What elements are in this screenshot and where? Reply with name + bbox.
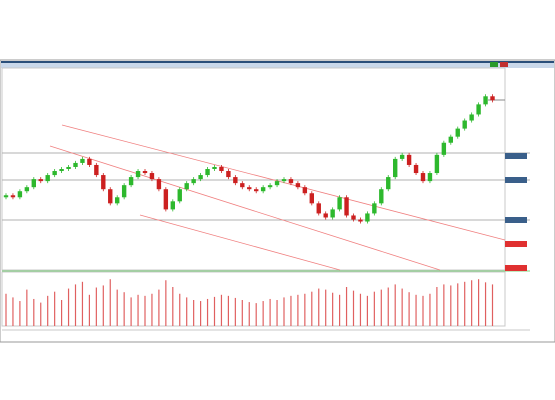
candle-body [163,189,169,210]
candle-body [351,215,356,220]
candle-body [274,181,280,186]
candle-body [240,183,245,188]
candle-body [205,169,210,176]
candle-body [247,187,252,190]
candle-body [17,191,23,198]
candle-body [267,185,273,188]
candle-body [469,114,474,121]
window [0,59,555,343]
candle-body [309,193,314,204]
channel-line [49,145,441,271]
candle-body [427,173,433,182]
candle-body [170,201,175,210]
candle-body [233,177,238,184]
candle-body [31,179,36,188]
candle-body [198,175,203,180]
title-bar [1,61,554,63]
candle-body [316,203,321,214]
candle-body [406,154,412,165]
candle-body [281,179,287,182]
candle-body [149,173,155,180]
price-pane [1,67,506,271]
candle-body [288,179,294,184]
toolbar-button[interactable] [490,62,498,67]
candle-body [59,169,64,172]
candle-body [462,120,467,129]
candle-body [358,219,363,222]
candle-body [260,187,266,192]
candle-body [121,185,127,198]
candle-body [73,162,78,167]
candle-body [191,179,196,184]
candle-body [156,179,162,190]
candle-body [52,171,57,176]
candle-body [80,158,85,163]
candle-body [135,171,141,178]
candle-body [448,136,453,143]
candle-body [184,183,189,190]
candle-body [483,96,488,105]
candle-body [254,189,259,192]
toolbar [1,61,554,68]
volume-pane [1,271,506,327]
candle-body [323,213,328,218]
price-tag [505,217,527,223]
candle-body [87,158,92,165]
toolbar-button[interactable] [500,62,508,67]
candle-body [413,164,419,174]
candle-body [344,197,349,216]
candle-body [219,166,224,172]
candle-body [337,197,342,210]
candle-body [490,96,495,101]
candle-body [434,154,440,174]
candle-body [3,195,9,198]
candle-body [386,177,391,190]
candle-body [94,164,99,176]
candle-body [365,213,370,222]
candle-body [226,171,231,178]
candle-body [372,203,377,214]
channel-line [139,214,341,271]
candle-body [302,187,308,194]
candle-body [212,166,217,169]
candle-body [455,128,460,137]
price-tag [505,265,527,271]
candle-body [101,175,106,190]
candle-body [128,177,134,186]
candle-body [115,197,120,204]
candle-body [142,171,148,174]
candle-body [45,175,50,182]
price-tag [505,153,527,159]
candle-body [399,154,405,159]
channel-line [61,124,506,241]
candle-body [66,166,71,169]
price-tag [505,241,527,247]
candle-body [330,209,335,218]
candle-body [108,189,113,204]
candle-body [177,189,182,202]
candle-body [38,179,43,182]
candle-body [393,158,398,178]
price-tag [505,177,527,183]
candle-body [10,195,16,198]
candle-body [295,183,301,188]
candle-body [420,173,426,182]
candle-body [379,189,384,204]
candle-body [441,142,447,155]
candle-body [476,104,481,115]
candle-body [24,187,30,192]
